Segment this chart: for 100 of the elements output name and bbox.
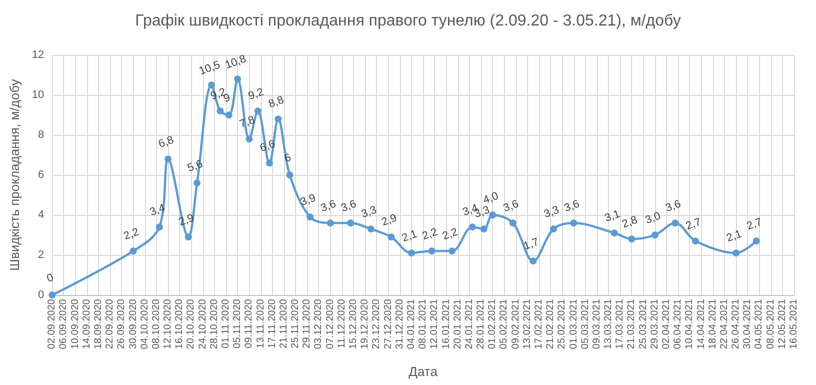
point	[274, 116, 282, 122]
x-tick-label: 04.10.2020	[139, 298, 150, 350]
point	[156, 224, 163, 230]
data-label: 9	[222, 92, 232, 106]
x-tick-label: 16.10.2020	[174, 298, 186, 350]
point	[489, 212, 496, 218]
x-tick-label: 12.10.2020	[162, 298, 174, 350]
x-tick-label: 08.01.2021	[418, 298, 429, 350]
x-tick-label: 28.10.2020	[208, 298, 220, 350]
x-tick-label: 02.09.2020	[46, 298, 58, 350]
data-label: 6,8	[156, 134, 176, 151]
x-tick-label: 30.09.2020	[128, 298, 139, 350]
x-tick-label: 19.12.2020	[360, 298, 371, 350]
point	[266, 160, 273, 166]
data-label: 2,2	[420, 226, 440, 243]
data-label: 3,1	[603, 208, 622, 225]
x-tick-label: 10.09.2020	[70, 298, 81, 350]
data-label: 3,9	[298, 192, 318, 209]
x-tick-label: 29.03.2021	[649, 298, 660, 350]
x-tick-label: 14.09.2020	[81, 298, 92, 350]
point	[234, 76, 242, 82]
point	[48, 292, 56, 298]
y-tick-label: 8	[38, 129, 44, 141]
y-tick-label: 4	[38, 209, 44, 221]
x-tick-label: 28.01.2021	[476, 298, 487, 350]
data-label: 3,3	[360, 204, 378, 221]
x-tick-label: 13.02.2021	[522, 298, 533, 350]
data-label: 2,7	[684, 216, 703, 233]
point	[208, 82, 216, 88]
x-tick-label: 15.12.2020	[348, 298, 360, 350]
point	[408, 250, 415, 256]
data-label: 10,8	[224, 53, 248, 72]
point	[367, 226, 374, 232]
x-tick-label: 09.03.2021	[591, 298, 602, 350]
x-tick-label: 12.05.2021	[776, 298, 788, 350]
point	[628, 236, 636, 242]
x-tick-label: 13.11.2020	[255, 298, 266, 348]
data-label: 2,9	[177, 212, 196, 229]
chart-title: Графік швидкості прокладання правого тунелю (2.09.20 - 3.05.21), м/добу	[135, 12, 681, 30]
data-label: 4,0	[482, 190, 500, 207]
data-label: 2,2	[122, 226, 141, 243]
point	[164, 156, 172, 162]
point	[286, 172, 294, 178]
point	[388, 234, 395, 240]
x-tick-label: 09.02.2021	[510, 298, 522, 350]
x-tick-label: 01.11.2020	[220, 298, 232, 348]
x-tick-label: 02.04.2021	[660, 298, 672, 350]
point	[570, 220, 578, 226]
data-label: 3,6	[340, 198, 358, 215]
point	[347, 220, 354, 226]
x-tick-label: 07.12.2020	[324, 298, 336, 350]
point	[550, 226, 557, 232]
data-label: 10,5	[198, 59, 222, 78]
x-tick-label: 16.05.2021	[788, 298, 800, 350]
data-label: 2,9	[380, 212, 399, 229]
x-tick-label: 04.01.2021	[406, 298, 417, 350]
data-label: 5,6	[186, 158, 204, 175]
x-tick-label: 22.09.2020	[104, 298, 116, 350]
x-tick-label: 24.10.2020	[197, 298, 208, 350]
point	[752, 238, 760, 244]
data-label: 3,6	[319, 198, 338, 215]
x-tick-label: 14.04.2021	[696, 298, 707, 350]
y-axis-title: Швидкість прокладання, м/добу	[7, 78, 22, 271]
x-tick-label: 23.12.2020	[371, 298, 382, 350]
x-tick-label: 18.09.2020	[93, 298, 104, 350]
x-tick-label: 04.05.2021	[754, 298, 765, 350]
x-tick-label: 05.11.2020	[232, 298, 244, 348]
x-tick-label: 27.12.2020	[382, 298, 394, 350]
x-tick-label: 17.03.2021	[614, 298, 626, 350]
data-label: 1,7	[522, 236, 541, 253]
point	[225, 112, 232, 118]
data-label: 3,6	[562, 198, 582, 215]
data-label: 2,1	[724, 228, 744, 245]
point	[184, 234, 192, 240]
point	[468, 224, 476, 230]
x-tick-label: 31.12.2020	[394, 298, 406, 350]
x-tick-label: 21.03.2021	[626, 298, 638, 350]
y-tick-label: 12	[32, 49, 44, 61]
x-tick-label: 11.12.2020	[336, 298, 348, 348]
x-tick-label: 21.11.2020	[278, 298, 290, 348]
data-label: 3,4	[148, 202, 167, 219]
x-tick-label: 08.05.2021	[765, 298, 776, 350]
point	[428, 248, 436, 254]
point	[306, 214, 314, 220]
x-tick-label: 20.01.2021	[452, 298, 464, 350]
x-tick-label: 12.01.2021	[429, 298, 440, 350]
x-tick-label: 17.11.2020	[266, 298, 278, 348]
y-tick-label: 2	[38, 249, 44, 261]
x-tick-label: 08.10.2020	[150, 298, 162, 350]
x-tick-label: 16.01.2021	[440, 298, 452, 350]
point	[509, 220, 516, 226]
data-label: 3,3	[542, 204, 561, 221]
x-tick-label: 06.04.2021	[672, 298, 684, 350]
point	[530, 258, 537, 264]
point	[610, 230, 618, 236]
y-tick-label: 10	[32, 89, 44, 101]
point	[732, 250, 740, 256]
x-axis-title: Дата	[408, 364, 438, 379]
point	[672, 220, 679, 226]
x-tick-label: 09.11.2020	[244, 298, 255, 348]
